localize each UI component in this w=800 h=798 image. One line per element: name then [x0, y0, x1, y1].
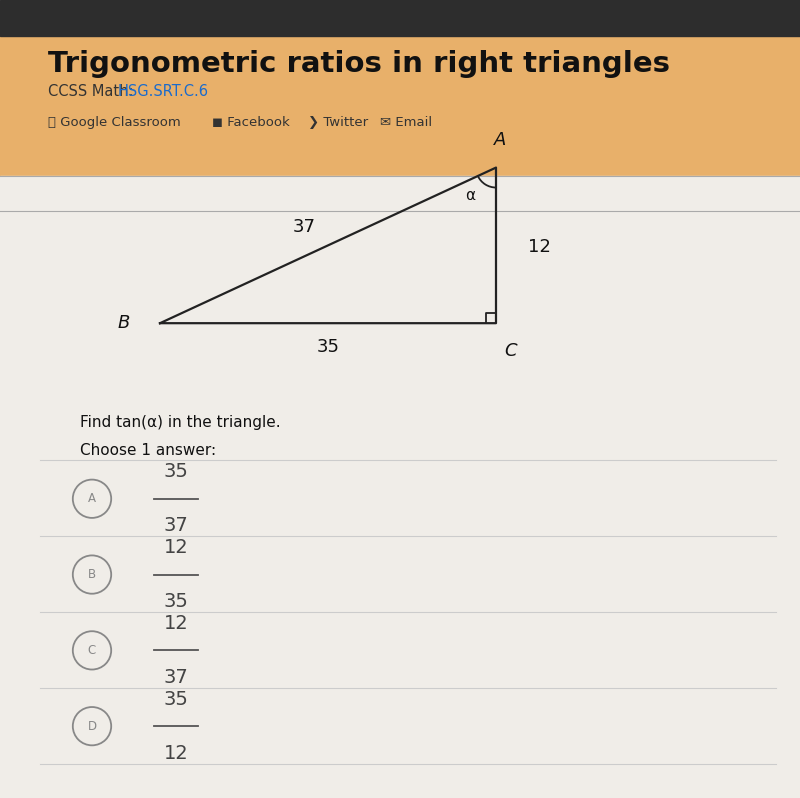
Text: C: C: [504, 342, 517, 360]
Text: C: C: [88, 644, 96, 657]
Text: D: D: [87, 720, 97, 733]
Text: B: B: [118, 314, 130, 332]
Text: CCSS Math:: CCSS Math:: [48, 85, 138, 99]
Text: A: A: [494, 131, 506, 148]
Text: 12: 12: [164, 744, 188, 763]
Text: A: A: [88, 492, 96, 505]
Text: 35: 35: [317, 338, 339, 356]
Text: ❯ Twitter: ❯ Twitter: [308, 116, 368, 128]
Text: ◼ Facebook: ◼ Facebook: [212, 116, 290, 128]
Text: 35: 35: [163, 689, 189, 709]
Bar: [0, 36, 800, 176]
Text: 37: 37: [164, 516, 188, 535]
Text: α: α: [466, 188, 475, 203]
Text: Find tan(α) in the triangle.: Find tan(α) in the triangle.: [80, 416, 281, 430]
Text: HSG.SRT.C.6: HSG.SRT.C.6: [118, 85, 209, 99]
Text: 37: 37: [164, 668, 188, 687]
Text: Choose 1 answer:: Choose 1 answer:: [80, 444, 216, 458]
Text: B: B: [88, 568, 96, 581]
Text: ✉ Email: ✉ Email: [380, 116, 432, 128]
Text: ⬜ Google Classroom: ⬜ Google Classroom: [48, 116, 181, 128]
Text: 37: 37: [293, 219, 315, 236]
Text: 35: 35: [163, 462, 189, 481]
Text: 12: 12: [164, 614, 188, 633]
Bar: [0, 0, 800, 36]
Text: 12: 12: [164, 538, 188, 557]
Bar: [0, 176, 800, 798]
Text: 12: 12: [528, 239, 551, 256]
Text: Trigonometric ratios in right triangles: Trigonometric ratios in right triangles: [48, 49, 670, 78]
Text: 35: 35: [163, 592, 189, 611]
